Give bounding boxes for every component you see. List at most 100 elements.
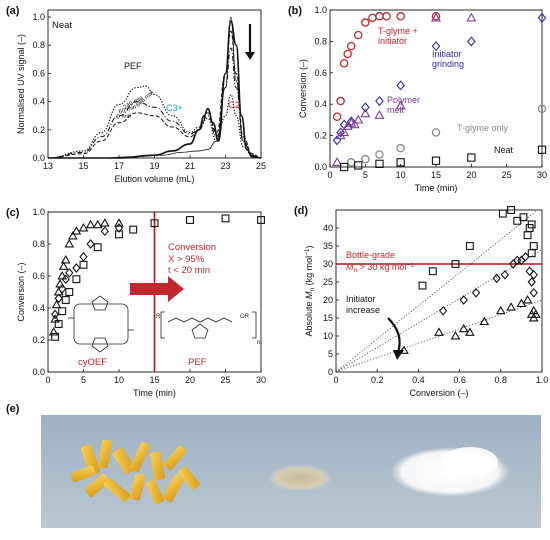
- marker-diamond: [527, 277, 536, 287]
- marker-polymer-melt: [395, 100, 406, 110]
- panel-d-ytick-label: 25: [323, 277, 333, 287]
- panel-d-ytick-label: 30: [323, 259, 333, 269]
- series-label-initiator-grinding: Initiator: [432, 49, 462, 59]
- marker-polymer-melt: [360, 108, 371, 118]
- marker-triangle: [399, 345, 409, 354]
- marker-diamond: [65, 267, 74, 278]
- marker-diamond: [86, 239, 95, 249]
- panel-d-ytick-label: 40: [323, 223, 333, 233]
- panel-c-xtick-label: 0: [45, 375, 50, 385]
- series-label-polymer-melt: melt: [387, 105, 405, 115]
- marker-triangle: [522, 294, 533, 304]
- cyoef-structure-icon: [68, 295, 134, 353]
- panel-a-xtick-label: 13: [43, 161, 53, 171]
- marker-square: [58, 307, 67, 316]
- annotation-0-min: 0 min: [116, 113, 131, 120]
- panel-c-xtick-label: 5: [81, 375, 86, 385]
- panel-b-ytick-label: 0.2: [314, 131, 327, 141]
- marker-square: [428, 267, 437, 276]
- marker-square: [527, 249, 536, 258]
- panel-d-ytick-label: 10: [323, 331, 333, 341]
- marker-diamond: [100, 226, 109, 237]
- marker-polymer-melt: [332, 157, 343, 166]
- marker-triangle: [71, 226, 82, 235]
- series-label-t-glyme-initiator: T-glyme +: [378, 26, 418, 36]
- pef-repeat-n: n: [257, 340, 260, 346]
- marker-polymer-melt: [430, 12, 442, 22]
- marker-polymer-melt: [466, 12, 477, 22]
- marker-triangle: [458, 323, 469, 333]
- marker-diamond: [54, 293, 63, 304]
- pef-end-group: R: [156, 314, 161, 320]
- panel-b-ytick-label: 0.6: [314, 68, 327, 78]
- marker-triangle: [479, 316, 490, 326]
- annotation-60-min: 60 min: [118, 104, 137, 115]
- marker-initiator-grinding: [361, 102, 370, 113]
- panel-b-letter: (b): [288, 5, 302, 17]
- marker-triangle: [92, 219, 103, 229]
- marker-square: [65, 288, 74, 296]
- marker-triangle: [64, 238, 75, 248]
- marker-triangle: [530, 309, 541, 318]
- panel-b-xtick-label: 15: [431, 170, 441, 180]
- panel-d-ylabel: Absolute Mn (kg mol−1): [304, 245, 316, 336]
- panel-a-ytick-label: 0.4: [32, 97, 45, 107]
- marker-diamond: [529, 287, 538, 298]
- panel-c-xtick-label: 10: [114, 375, 124, 385]
- panel-c-ytick-label: 0.6: [32, 271, 45, 281]
- marker-square: [519, 213, 528, 222]
- marker-square: [129, 225, 138, 234]
- series-line-666-min: [47, 85, 262, 159]
- panel-a-ylabel: Normalised UV signal (–): [16, 34, 26, 134]
- marker-diamond: [529, 269, 538, 280]
- marker-triangle: [51, 299, 62, 309]
- marker-square: [498, 209, 507, 218]
- marker-triangle: [58, 261, 69, 270]
- marker-initiator-grinding: [375, 96, 384, 107]
- marker-square: [507, 206, 516, 214]
- marker-triangle: [68, 230, 78, 240]
- marker-t-glyme-initiator: [336, 96, 345, 106]
- marker-t-glyme-initiator: [382, 12, 391, 21]
- panel-c-ytick-label: 0.0: [32, 367, 45, 377]
- marker-triangle: [85, 219, 96, 229]
- panel-d-xtick-label: 0.2: [371, 375, 384, 385]
- annotation-mn-threshold: Mn > 30 kg mol−1: [346, 262, 414, 274]
- marker-neat: [396, 158, 405, 167]
- pef-powder-photo: [390, 447, 510, 497]
- marker-diamond: [525, 266, 534, 277]
- annotation-increase: increase: [346, 305, 380, 315]
- panel-c-xtick-label: 25: [220, 375, 230, 385]
- panel-a-xtick-label: 15: [78, 161, 88, 171]
- series-label-initiator-grinding: grinding: [432, 59, 464, 69]
- marker-triangle: [114, 218, 124, 227]
- marker-diamond: [114, 223, 124, 233]
- marker-square: [418, 281, 427, 290]
- panel-d-xlabel: Conversion (–): [409, 388, 468, 398]
- marker-t-glyme-initiator: [368, 13, 377, 23]
- panel-c-ytick-label: 1.0: [32, 207, 45, 217]
- annotation-x-95-: X > 95%: [168, 254, 205, 265]
- panel-a-letter: (a): [6, 5, 20, 17]
- panel-c-ytick-label: 0.8: [32, 239, 45, 249]
- panel-d-xtick-label: 0.8: [495, 375, 508, 385]
- panel-c-xtick-label: 30: [256, 375, 266, 385]
- marker-triangle: [48, 326, 59, 336]
- right-arrow-icon: [130, 276, 184, 302]
- marker-square: [79, 260, 88, 269]
- cyoef-crystals-photo: [70, 439, 200, 505]
- panel-b-ylabel: Conversion (–): [298, 59, 308, 118]
- marker-t-glyme-only: [396, 143, 405, 153]
- annotation-t-20-min: t < 20 min: [168, 265, 210, 276]
- marker-square: [465, 242, 474, 250]
- panel-d-ytick-label: 35: [323, 241, 333, 251]
- panel-d-xtick-label: 0.6: [453, 375, 466, 385]
- marker-polymer-melt: [339, 127, 350, 137]
- marker-diamond: [459, 295, 468, 305]
- trend-line: [335, 299, 543, 373]
- panel-b-xtick-label: 10: [396, 170, 406, 180]
- pef-structure-icon: R OR n: [156, 311, 260, 346]
- marker-t-glyme-initiator: [375, 12, 384, 21]
